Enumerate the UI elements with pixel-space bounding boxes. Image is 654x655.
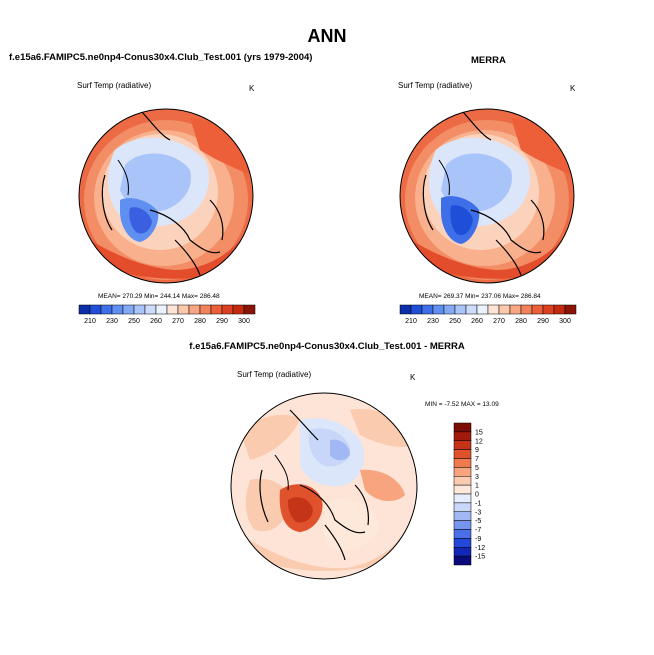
obs-stats: MEAN= 269.37 Min= 237.06 Max= 286.84 — [419, 293, 541, 300]
colorbar-swatch — [465, 304, 478, 315]
colorbar-swatch — [453, 511, 472, 521]
colorbar-tick-label: 5 — [475, 465, 479, 472]
colorbar-tick-label: 3 — [475, 474, 479, 481]
colorbar-tick-label: 270 — [172, 318, 184, 325]
diff-colorbar: 15 12 9 7 5 3 1 0-1 -3 -5 -7 -9 -12 -15 — [453, 422, 485, 566]
colorbar-swatch — [199, 304, 212, 315]
colorbar-tick-label: 260 — [471, 318, 483, 325]
colorbar-tick-label: 210 — [84, 318, 96, 325]
colorbar-swatch — [453, 502, 472, 512]
colorbar-tick-label: 300 — [559, 318, 571, 325]
colorbar-tick-label: -15 — [475, 554, 485, 561]
colorbar-swatch — [177, 304, 190, 315]
colorbar-swatch — [243, 304, 256, 315]
colorbar-tick-label: -7 — [475, 527, 481, 534]
diff-units-label: K — [410, 373, 416, 382]
colorbar-swatch — [399, 304, 412, 315]
colorbar-swatch — [453, 555, 472, 566]
colorbar-swatch — [453, 467, 472, 477]
colorbar-tick-label: 7 — [475, 456, 479, 463]
colorbar-swatch — [453, 476, 472, 486]
colorbar-swatch — [476, 304, 489, 315]
colorbar-tick-label: 260 — [150, 318, 162, 325]
colorbar-swatch — [509, 304, 522, 315]
colorbar-tick-label: 12 — [475, 438, 483, 445]
colorbar-tick-label: 270 — [493, 318, 505, 325]
colorbar-swatch — [453, 422, 472, 433]
obs-colorbar: 210 230 250 260 270 280 290 300 — [399, 304, 577, 325]
colorbar-swatch — [453, 431, 472, 441]
colorbar-swatch — [421, 304, 434, 315]
colorbar-swatch — [100, 304, 113, 315]
colorbar-swatch — [432, 304, 445, 315]
colorbar-swatch — [453, 547, 472, 557]
model-stats: MEAN= 270.29 Min= 244.14 Max= 286.48 — [98, 293, 220, 300]
diff-panel-heading: f.e15a6.FAMIPC5.ne0np4-Conus30x4.Club_Te… — [189, 341, 465, 352]
colorbar-swatch — [144, 304, 157, 315]
colorbar-tick-label: -3 — [475, 509, 481, 516]
colorbar-tick-label: 300 — [238, 318, 250, 325]
colorbar-swatch — [89, 304, 102, 315]
obs-units-label: K — [570, 84, 576, 93]
colorbar-tick-label: 290 — [216, 318, 228, 325]
colorbar-tick-label: -1 — [475, 500, 481, 507]
colorbar-tick-label: 210 — [405, 318, 417, 325]
colorbar-swatch — [111, 304, 124, 315]
colorbar-swatch — [453, 520, 472, 530]
colorbar-swatch — [166, 304, 179, 315]
colorbar-tick-label: 290 — [537, 318, 549, 325]
colorbar-swatch — [453, 440, 472, 450]
colorbar-swatch — [78, 304, 91, 315]
colorbar-swatch — [453, 538, 472, 548]
colorbar-swatch — [520, 304, 533, 315]
colorbar-tick-label: 250 — [449, 318, 461, 325]
colorbar-tick-label: 250 — [128, 318, 140, 325]
colorbar-swatch — [221, 304, 234, 315]
obs-polar-map — [399, 108, 575, 284]
model-variable-label: Surf Temp (radiative) — [77, 81, 152, 90]
colorbar-tick-label: 15 — [475, 429, 483, 436]
model-units-label: K — [249, 84, 255, 93]
colorbar-swatch — [410, 304, 423, 315]
model-colorbar: 210 230 250 260 270 280 290 300 — [78, 304, 256, 325]
colorbar-swatch — [498, 304, 511, 315]
colorbar-tick-label: 230 — [427, 318, 439, 325]
colorbar-swatch — [443, 304, 456, 315]
model-polar-map — [78, 108, 254, 284]
colorbar-swatch — [453, 493, 472, 504]
colorbar-swatch — [453, 529, 472, 539]
diff-polar-map — [230, 392, 418, 580]
colorbar-swatch — [133, 304, 146, 315]
colorbar-swatch — [454, 304, 467, 315]
colorbar-swatch — [564, 304, 577, 315]
colorbar-tick-label: 280 — [194, 318, 206, 325]
colorbar-swatch — [155, 304, 168, 315]
diff-stats: MIN = -7.52 MAX = 13.09 — [425, 401, 499, 408]
colorbar-tick-label: 0 — [475, 492, 479, 499]
colorbar-swatch — [453, 449, 472, 459]
colorbar-swatch — [531, 304, 544, 315]
colorbar-swatch — [542, 304, 555, 315]
colorbar-tick-label: -12 — [475, 545, 485, 552]
obs-variable-label: Surf Temp (radiative) — [398, 81, 473, 90]
colorbar-swatch — [188, 304, 201, 315]
colorbar-swatch — [453, 484, 472, 495]
colorbar-swatch — [232, 304, 245, 315]
obs-panel-heading: MERRA — [471, 55, 506, 66]
diff-variable-label: Surf Temp (radiative) — [237, 370, 312, 379]
colorbar-swatch — [122, 304, 135, 315]
colorbar-tick-label: 280 — [515, 318, 527, 325]
model-panel-heading: f.e15a6.FAMIPC5.ne0np4-Conus30x4.Club_Te… — [9, 52, 313, 63]
colorbar-tick-label: 230 — [106, 318, 118, 325]
colorbar-tick-label: 1 — [475, 483, 479, 490]
colorbar-tick-label: -5 — [475, 518, 481, 525]
colorbar-swatch — [487, 304, 500, 315]
colorbar-swatch — [210, 304, 223, 315]
page-title: ANN — [307, 26, 347, 46]
colorbar-swatch — [553, 304, 566, 315]
colorbar-swatch — [453, 458, 472, 468]
colorbar-tick-label: 9 — [475, 447, 479, 454]
colorbar-tick-label: -9 — [475, 536, 481, 543]
